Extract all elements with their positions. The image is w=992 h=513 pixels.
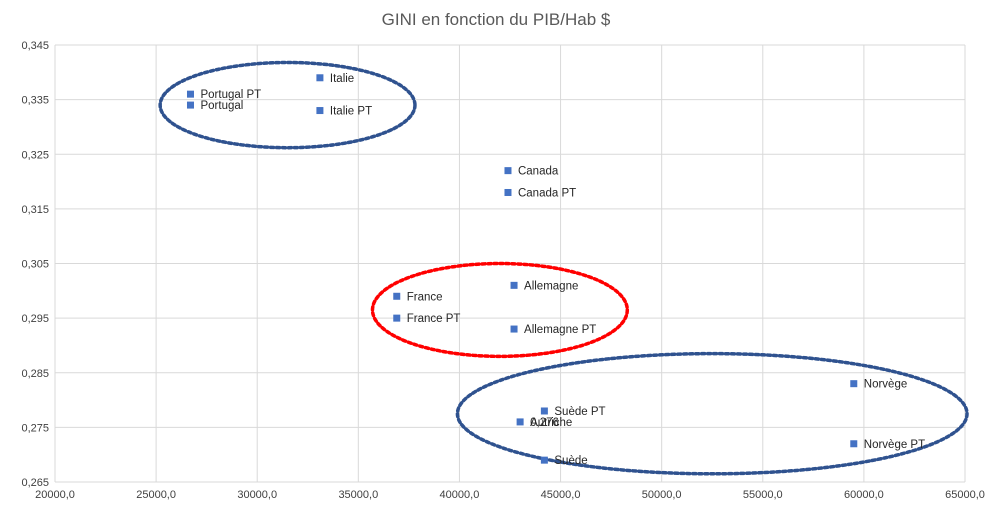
y-tick-label: 0,265 [21, 477, 49, 489]
y-tick-label: 0,305 [21, 259, 49, 271]
chart-title: GINI en fonction du PIB/Hab $ [382, 10, 611, 29]
data-point [504, 167, 512, 175]
data-label: Suède PT [554, 406, 605, 418]
y-axis-ticks: 0,265 0,275 0,285 0,295 0,305 0,315 0,325 0,335… [21, 40, 49, 489]
data-point [540, 407, 548, 415]
data-label: Allemagne [524, 280, 578, 292]
data-label: Italie [330, 73, 354, 85]
data-point [186, 101, 194, 109]
x-axis-ticks: 20000,0 25000,0 30000,0 35000,0 40000,0 45000… [35, 489, 985, 501]
annotation-ellipses [158, 60, 969, 476]
x-tick-label: 45000,0 [541, 489, 581, 501]
data-label: 0,276 [530, 417, 559, 429]
x-tick-label: 55000,0 [743, 489, 783, 501]
data-point [393, 292, 401, 300]
data-point [186, 90, 194, 98]
data-point [504, 188, 512, 196]
y-tick-label: 0,325 [21, 149, 49, 161]
data-point [850, 440, 858, 448]
y-tick-label: 0,345 [21, 40, 49, 52]
x-tick-label: 65000,0 [945, 489, 985, 501]
data-label: Norvège PT [864, 439, 925, 451]
annotation-ellipse [455, 351, 969, 476]
x-tick-label: 25000,0 [136, 489, 176, 501]
x-tick-label: 35000,0 [338, 489, 378, 501]
y-tick-label: 0,315 [21, 204, 49, 216]
data-point [316, 107, 324, 115]
data-point [850, 380, 858, 388]
data-label: Norvège [864, 379, 907, 391]
data-point [393, 314, 401, 322]
data-label: Portugal PT [200, 89, 261, 101]
grid [54, 44, 966, 483]
data-point [510, 281, 518, 289]
x-tick-label: 40000,0 [440, 489, 480, 501]
y-tick-label: 0,335 [21, 95, 49, 107]
annotation-ellipse [370, 261, 630, 359]
data-point [540, 456, 548, 464]
data-point [510, 325, 518, 333]
data-label: Autriche [530, 417, 572, 429]
data-label: Suède [554, 455, 587, 467]
data-points [186, 74, 858, 464]
x-tick-label: 20000,0 [35, 489, 75, 501]
y-tick-label: 0,295 [21, 313, 49, 325]
x-tick-label: 30000,0 [237, 489, 277, 501]
data-point [316, 74, 324, 82]
data-label: Portugal [200, 100, 243, 112]
data-label: Italie PT [330, 106, 372, 118]
data-label: Canada [518, 166, 559, 178]
data-label: Canada PT [518, 187, 576, 199]
x-tick-label: 50000,0 [642, 489, 682, 501]
data-label: France PT [407, 313, 461, 325]
y-tick-label: 0,275 [21, 422, 49, 434]
data-label: France [407, 291, 443, 303]
y-tick-label: 0,285 [21, 368, 49, 380]
data-label: Allemagne PT [524, 324, 596, 336]
data-point [516, 418, 524, 426]
x-tick-label: 60000,0 [844, 489, 884, 501]
annotation-ellipse [158, 60, 417, 150]
